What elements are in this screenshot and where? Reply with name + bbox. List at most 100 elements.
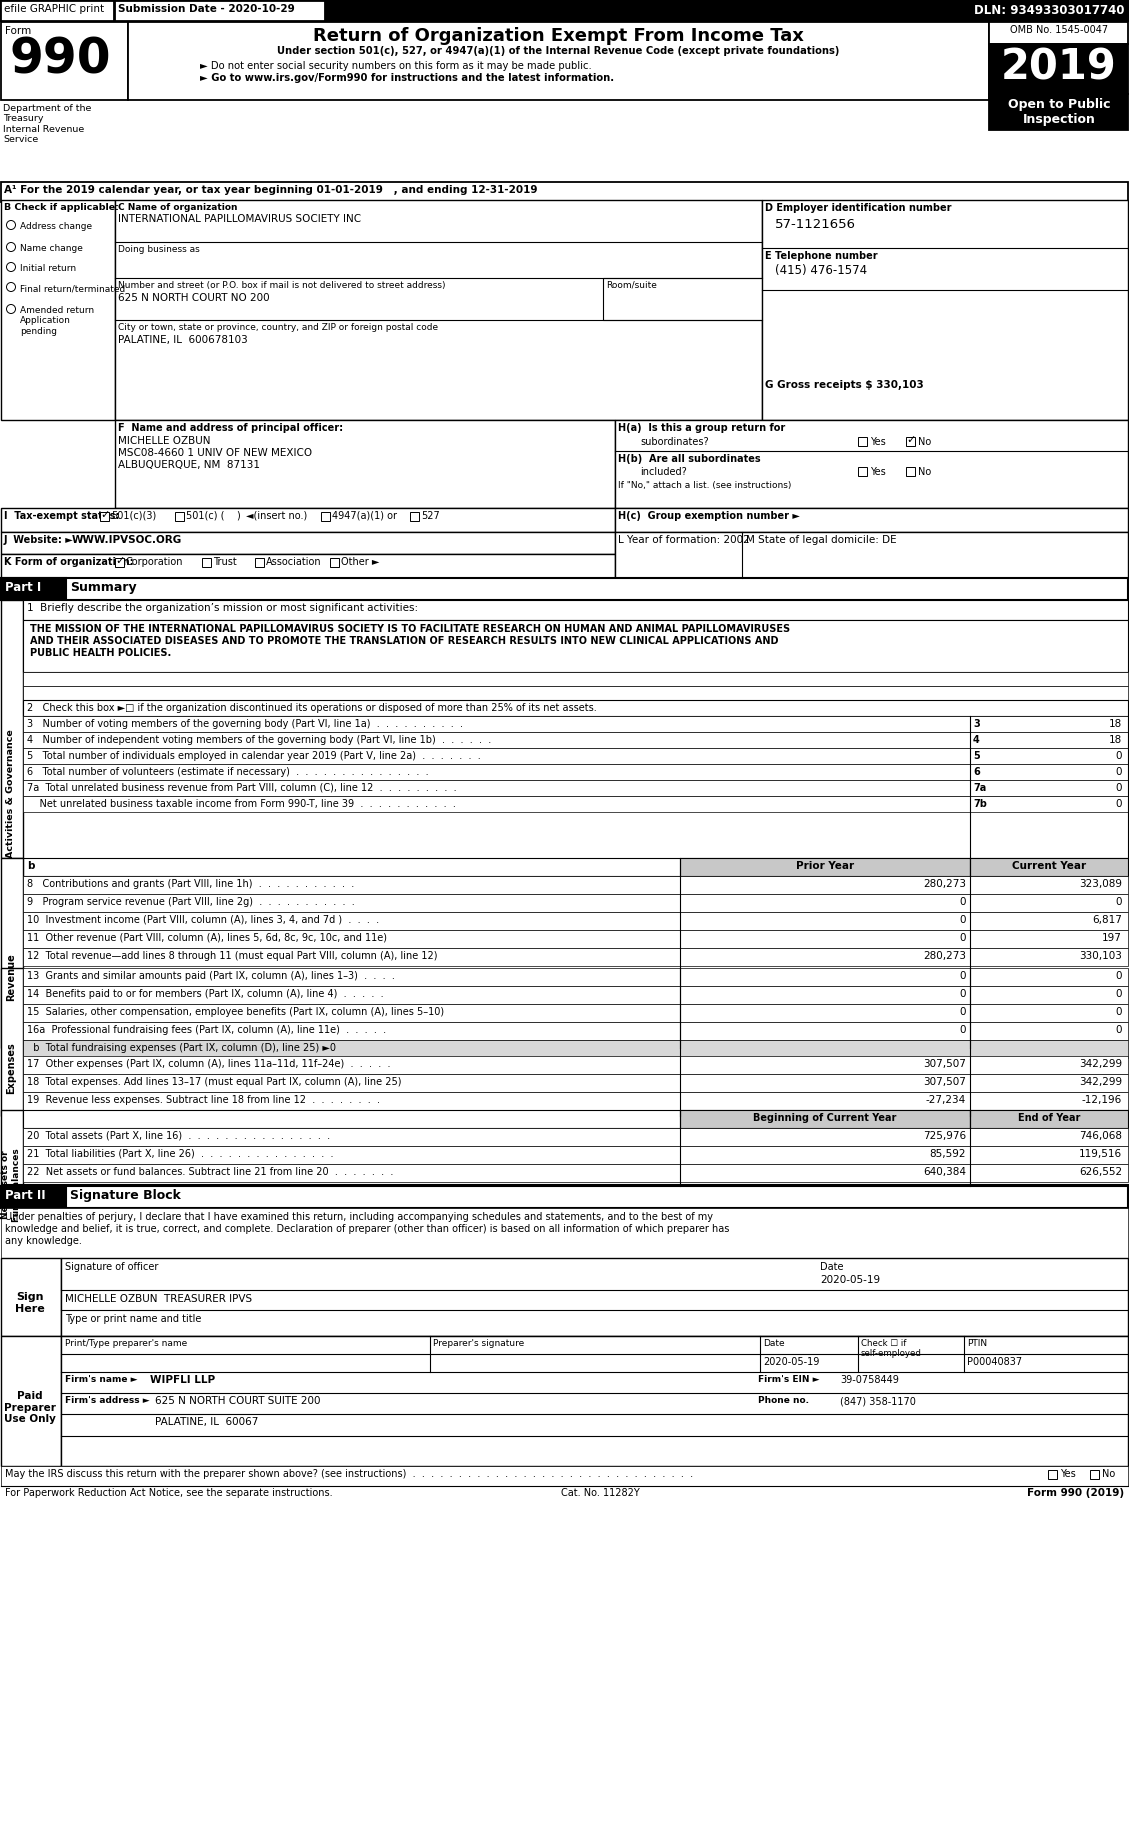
Text: 342,299: 342,299 bbox=[1079, 1076, 1122, 1087]
Text: C Name of organization: C Name of organization bbox=[119, 203, 237, 212]
Text: Initial return: Initial return bbox=[20, 263, 76, 272]
Text: Open to Public
Inspection: Open to Public Inspection bbox=[1008, 99, 1110, 126]
Text: Firm's name ►: Firm's name ► bbox=[65, 1376, 138, 1385]
Text: K Form of organization:: K Form of organization: bbox=[5, 557, 133, 566]
Bar bbox=[1, 1111, 23, 1186]
Text: Yes: Yes bbox=[1060, 1469, 1076, 1480]
Text: Under penalties of perjury, I declare that I have examined this return, includin: Under penalties of perjury, I declare th… bbox=[5, 1211, 714, 1222]
Text: ► Go to www.irs.gov/Form990 for instructions and the latest information.: ► Go to www.irs.gov/Form990 for instruct… bbox=[200, 73, 614, 82]
Text: Other ►: Other ► bbox=[341, 557, 379, 566]
Bar bbox=[23, 1146, 1128, 1164]
Text: 15  Salaries, other compensation, employee benefits (Part IX, column (A), lines : 15 Salaries, other compensation, employe… bbox=[27, 1007, 444, 1018]
Text: b: b bbox=[27, 861, 35, 871]
Text: Department of the
Treasury
Internal Revenue
Service: Department of the Treasury Internal Reve… bbox=[3, 104, 91, 144]
Text: Amended return
Application
pending: Amended return Application pending bbox=[20, 305, 94, 336]
Bar bbox=[1, 199, 115, 420]
Text: 2   Check this box ►□ if the organization discontinued its operations or dispose: 2 Check this box ►□ if the organization … bbox=[27, 703, 597, 713]
Text: 2019: 2019 bbox=[1001, 48, 1117, 90]
Bar bbox=[1, 1259, 61, 1336]
Text: 330,103: 330,103 bbox=[1079, 952, 1122, 961]
Text: If "No," attach a list. (see instructions): If "No," attach a list. (see instruction… bbox=[618, 481, 791, 490]
Bar bbox=[23, 1111, 1128, 1127]
Text: knowledge and belief, it is true, correct, and complete. Declaration of preparer: knowledge and belief, it is true, correc… bbox=[5, 1224, 729, 1233]
Bar bbox=[115, 420, 615, 508]
Bar bbox=[762, 199, 1128, 420]
Text: 0: 0 bbox=[1115, 767, 1122, 776]
Text: ◄(insert no.): ◄(insert no.) bbox=[246, 512, 307, 521]
Text: PALATINE, IL  600678103: PALATINE, IL 600678103 bbox=[119, 334, 247, 345]
Text: No: No bbox=[918, 468, 931, 477]
Text: 501(c) (    ): 501(c) ( ) bbox=[186, 512, 240, 521]
Text: Final return/terminated: Final return/terminated bbox=[20, 283, 125, 292]
Text: 10  Investment income (Part VIII, column (A), lines 3, 4, and 7d )  .  .  .  .: 10 Investment income (Part VIII, column … bbox=[27, 915, 379, 924]
Text: Summary: Summary bbox=[70, 581, 137, 594]
Bar bbox=[1, 1186, 1128, 1208]
Text: Signature of officer: Signature of officer bbox=[65, 1262, 158, 1272]
Text: ► Do not enter social security numbers on this form as it may be made public.: ► Do not enter social security numbers o… bbox=[200, 60, 592, 71]
Bar bbox=[1, 577, 65, 599]
Text: Net unrelated business taxable income from Form 990-T, line 39  .  .  .  .  .  .: Net unrelated business taxable income fr… bbox=[27, 798, 456, 809]
Bar bbox=[1, 2, 114, 20]
Bar bbox=[680, 1111, 970, 1127]
Bar bbox=[970, 1111, 1128, 1127]
Text: DLN: 93493303017740: DLN: 93493303017740 bbox=[974, 4, 1124, 16]
Text: 17  Other expenses (Part IX, column (A), lines 11a–11d, 11f–24e)  .  .  .  .  .: 17 Other expenses (Part IX, column (A), … bbox=[27, 1060, 391, 1069]
Text: Room/suite: Room/suite bbox=[606, 281, 657, 290]
Text: 19  Revenue less expenses. Subtract line 18 from line 12  .  .  .  .  .  .  .  .: 19 Revenue less expenses. Subtract line … bbox=[27, 1094, 380, 1105]
Text: 18  Total expenses. Add lines 13–17 (must equal Part IX, column (A), line 25): 18 Total expenses. Add lines 13–17 (must… bbox=[27, 1076, 402, 1087]
Text: May the IRS discuss this return with the preparer shown above? (see instructions: May the IRS discuss this return with the… bbox=[5, 1469, 693, 1480]
Text: 11  Other revenue (Part VIII, column (A), lines 5, 6d, 8c, 9c, 10c, and 11e): 11 Other revenue (Part VIII, column (A),… bbox=[27, 934, 387, 943]
Bar bbox=[1089, 1471, 1099, 1480]
Text: 0: 0 bbox=[960, 897, 966, 906]
Text: 280,273: 280,273 bbox=[924, 952, 966, 961]
Bar bbox=[255, 557, 264, 566]
Text: 22  Net assets or fund balances. Subtract line 21 from line 20  .  .  .  .  .  .: 22 Net assets or fund balances. Subtract… bbox=[27, 1167, 393, 1177]
Bar bbox=[905, 437, 914, 446]
Text: Sign
Here: Sign Here bbox=[15, 1292, 45, 1314]
Text: MICHELLE OZBUN  TREASURER IPVS: MICHELLE OZBUN TREASURER IPVS bbox=[65, 1294, 252, 1304]
Text: Phone no.: Phone no. bbox=[758, 1396, 809, 1405]
Text: (847) 358-1170: (847) 358-1170 bbox=[840, 1396, 916, 1407]
Text: 0: 0 bbox=[960, 915, 966, 924]
Text: No: No bbox=[918, 437, 931, 448]
Circle shape bbox=[7, 305, 16, 314]
Text: 57-1121656: 57-1121656 bbox=[774, 217, 856, 230]
Bar bbox=[23, 672, 1128, 685]
Text: Number and street (or P.O. box if mail is not delivered to street address): Number and street (or P.O. box if mail i… bbox=[119, 281, 446, 290]
Bar bbox=[175, 512, 184, 521]
Bar bbox=[1, 859, 23, 1049]
Text: Part II: Part II bbox=[5, 1189, 45, 1202]
Text: THE MISSION OF THE INTERNATIONAL PAPILLOMAVIRUS SOCIETY IS TO FACILITATE RESEARC: THE MISSION OF THE INTERNATIONAL PAPILLO… bbox=[30, 625, 790, 634]
Text: H(c)  Group exemption number ►: H(c) Group exemption number ► bbox=[618, 512, 799, 521]
Text: Type or print name and title: Type or print name and title bbox=[65, 1314, 201, 1325]
Bar bbox=[858, 468, 867, 477]
Bar bbox=[23, 987, 1128, 1005]
Text: 2020-05-19: 2020-05-19 bbox=[763, 1357, 820, 1367]
Text: ✓: ✓ bbox=[907, 435, 916, 446]
Text: 501(c)(3): 501(c)(3) bbox=[111, 512, 156, 521]
Text: 7a  Total unrelated business revenue from Part VIII, column (C), line 12  .  .  : 7a Total unrelated business revenue from… bbox=[27, 784, 456, 793]
Text: MSC08-4660 1 UNIV OF NEW MEXICO: MSC08-4660 1 UNIV OF NEW MEXICO bbox=[119, 448, 312, 459]
Bar bbox=[680, 859, 970, 875]
Text: Return of Organization Exempt From Income Tax: Return of Organization Exempt From Incom… bbox=[313, 27, 804, 46]
Bar bbox=[23, 1056, 1128, 1074]
Text: ✓: ✓ bbox=[100, 510, 110, 521]
Text: 0: 0 bbox=[1115, 798, 1122, 809]
Circle shape bbox=[7, 221, 16, 230]
Text: 0: 0 bbox=[960, 1007, 966, 1018]
Text: 746,068: 746,068 bbox=[1079, 1131, 1122, 1142]
Text: efile GRAPHIC print: efile GRAPHIC print bbox=[5, 4, 104, 15]
Text: Form: Form bbox=[5, 26, 32, 37]
Text: Form 990 (2019): Form 990 (2019) bbox=[1027, 1487, 1124, 1498]
Bar bbox=[603, 278, 762, 320]
Text: P00040837: P00040837 bbox=[968, 1357, 1022, 1367]
Circle shape bbox=[7, 243, 16, 252]
Bar bbox=[1, 1186, 65, 1208]
Text: (415) 476-1574: (415) 476-1574 bbox=[774, 263, 867, 278]
Text: H(b)  Are all subordinates: H(b) Are all subordinates bbox=[618, 453, 761, 464]
Text: 307,507: 307,507 bbox=[924, 1076, 966, 1087]
Text: City or town, state or province, country, and ZIP or foreign postal code: City or town, state or province, country… bbox=[119, 323, 438, 333]
Text: Doing business as: Doing business as bbox=[119, 245, 200, 254]
Bar bbox=[23, 1021, 1128, 1040]
Text: 85,592: 85,592 bbox=[929, 1149, 966, 1158]
